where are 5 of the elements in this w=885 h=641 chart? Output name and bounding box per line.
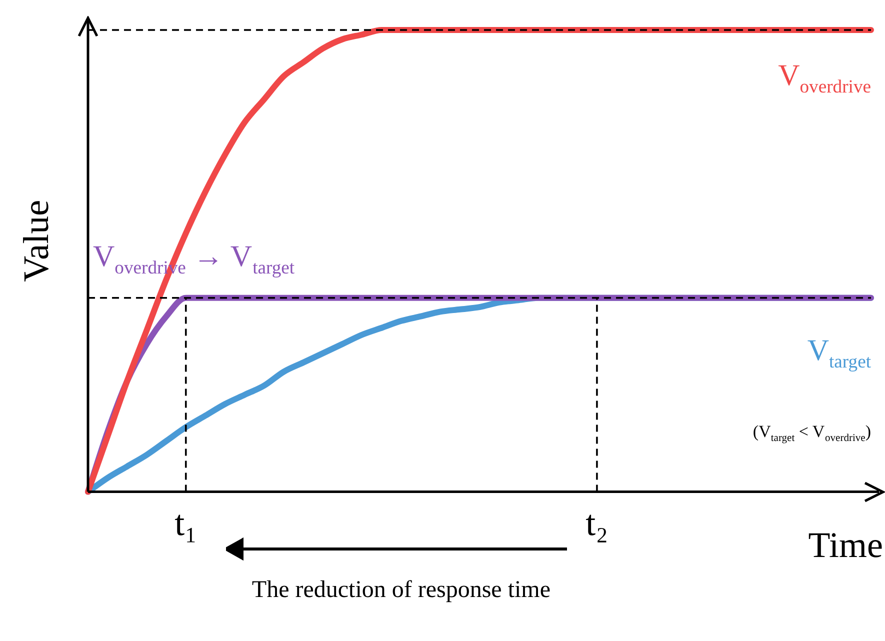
y-axis-title: Value: [16, 200, 56, 282]
x-tick-label: t₂: [586, 502, 608, 543]
text: The reduction of response time: [252, 576, 550, 603]
x-axis-title: Time: [808, 524, 884, 565]
x-tick-label: t₁: [174, 502, 198, 543]
